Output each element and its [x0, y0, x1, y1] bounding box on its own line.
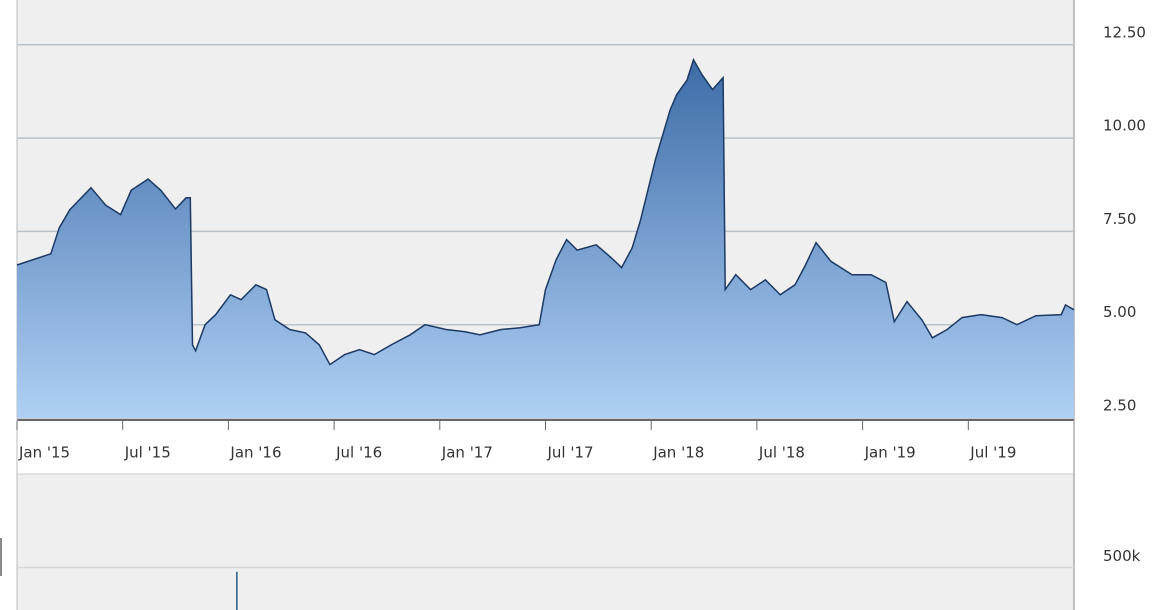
y-tick-label: 2.50 [1103, 397, 1136, 415]
x-tick-label: Jul '19 [969, 444, 1016, 462]
volume-plot-bg [17, 474, 1074, 610]
y-tick-label: 7.50 [1103, 210, 1136, 228]
x-tick-label: Jul '17 [547, 444, 594, 462]
y-tick-label: 12.50 [1103, 23, 1146, 41]
x-tick-label: Jan '16 [229, 444, 281, 462]
x-tick-label: Jan '18 [652, 444, 704, 462]
x-tick-label: Jul '18 [758, 444, 805, 462]
price-line [16, 57, 1075, 366]
area-fill [17, 59, 1074, 418]
volume-bar [236, 571, 238, 610]
scroll-handle [0, 538, 2, 576]
y-tick-label: 500k [1103, 547, 1141, 565]
x-tick-label: Jul '15 [124, 444, 171, 462]
y-tick-label: 5.00 [1103, 303, 1136, 321]
x-tick-label: Jan '17 [441, 444, 493, 462]
y-tick-label: 10.00 [1103, 117, 1146, 135]
x-tick-label: Jul '16 [335, 444, 382, 462]
x-tick-label: Jan '15 [18, 444, 70, 462]
x-tick-label: Jan '19 [864, 444, 916, 462]
